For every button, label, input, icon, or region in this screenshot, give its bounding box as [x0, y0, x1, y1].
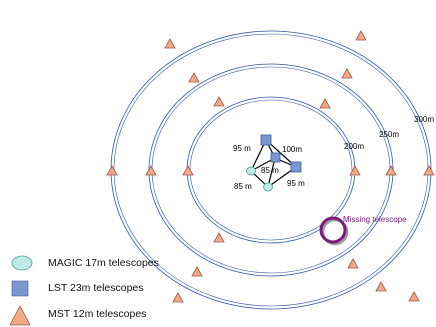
magic-telescope: [263, 182, 273, 192]
magic-telescope: [246, 166, 256, 176]
ring-label-250: 250m: [379, 130, 399, 139]
ring-label-200: 200m: [344, 142, 364, 151]
distance-label-100: 100m: [282, 145, 302, 154]
missing-telescope-marker: [319, 216, 349, 246]
mst-telescopes: [106, 30, 435, 303]
lst-telescope: [290, 161, 302, 173]
lst-square-icon: [11, 280, 29, 297]
lst-telescope: [270, 152, 281, 163]
ring-label-300: 300m: [414, 115, 434, 124]
lst-telescope: [260, 134, 272, 146]
distance-label-85-left: 85 m: [234, 182, 252, 191]
distance-label-95-bottom: 95 m: [287, 179, 305, 188]
distance-label-85-center: 85 m: [261, 166, 279, 175]
magic-ellipse-icon: [11, 255, 33, 271]
distance-label-95-top: 95 m: [233, 144, 251, 153]
mst-triangle-icon: [9, 305, 31, 326]
missing-telescope-label: Missing telescope: [343, 215, 407, 224]
